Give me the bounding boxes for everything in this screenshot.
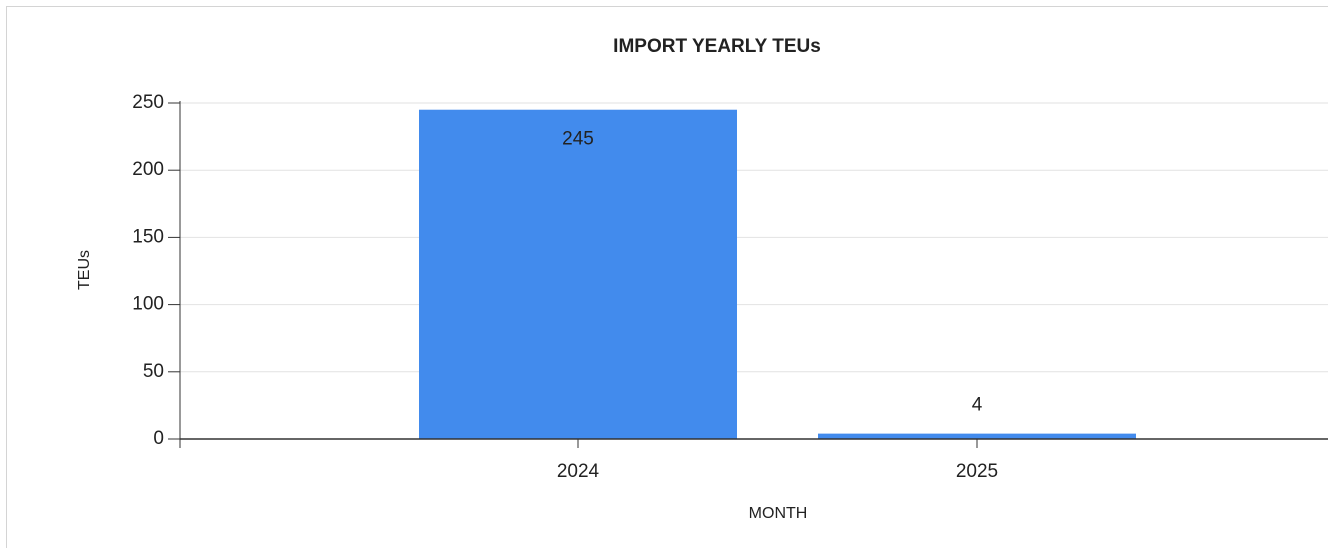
data-label: 245 bbox=[562, 129, 594, 150]
y-tick-label: 150 bbox=[132, 226, 164, 247]
x-tick-label: 2024 bbox=[557, 461, 600, 482]
chart-title: IMPORT YEARLY TEUs bbox=[613, 36, 821, 57]
x-tick-label: 2025 bbox=[956, 461, 998, 482]
y-axis-label: TEUs bbox=[76, 250, 93, 290]
y-tick-label: 0 bbox=[153, 428, 164, 449]
y-tick-label: 50 bbox=[143, 361, 164, 382]
data-label: 4 bbox=[972, 395, 983, 416]
bar bbox=[818, 433, 1136, 439]
y-tick-label: 200 bbox=[132, 159, 164, 180]
x-axis-label: MONTH bbox=[749, 505, 808, 522]
y-tick-label: 100 bbox=[132, 294, 164, 315]
bar bbox=[419, 109, 737, 439]
y-tick-label: 250 bbox=[132, 92, 164, 113]
